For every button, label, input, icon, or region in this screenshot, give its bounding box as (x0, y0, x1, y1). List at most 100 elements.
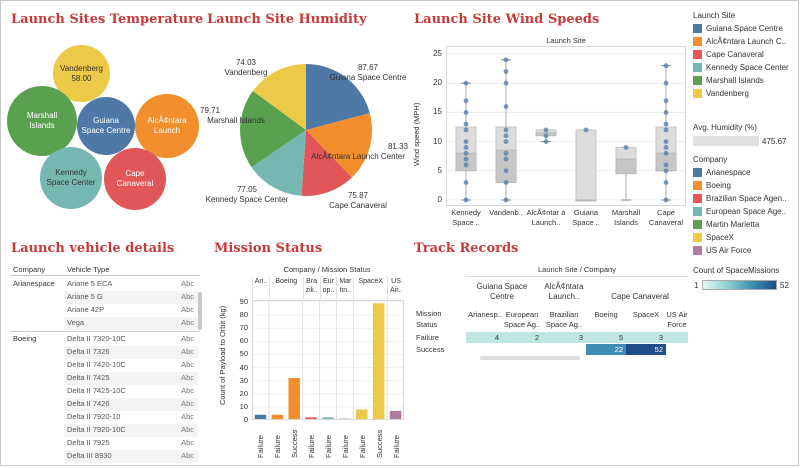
wind-point[interactable] (663, 98, 669, 104)
mission-bar[interactable] (254, 414, 267, 420)
vehicles-row[interactable]: Delta II 7425 Abc (64, 372, 198, 385)
wind-point[interactable] (463, 162, 469, 168)
bubble-guiana-space-centre[interactable]: Guiana Space Centre (77, 97, 135, 155)
wind-point[interactable] (663, 121, 669, 127)
legend-company-item[interactable]: Boeing (693, 180, 731, 191)
bubble-marshall-islands[interactable]: Marshall Islands (7, 86, 77, 156)
legend-site-item[interactable]: Guiana Space Centre (693, 23, 783, 34)
mission-bar[interactable] (271, 414, 284, 420)
mission-bar[interactable] (288, 378, 300, 420)
track-cell[interactable] (666, 344, 688, 355)
wind-box-lower[interactable] (455, 152, 477, 172)
bubble-alcantara[interactable]: AlcÃ¢ntara Launch (135, 94, 199, 158)
wind-point[interactable] (503, 69, 509, 74)
wind-point[interactable] (503, 168, 509, 174)
wind-point[interactable] (663, 162, 669, 168)
track-cell[interactable]: 3 (626, 332, 666, 343)
vehicles-row[interactable]: Delta II 7320-10C Abc (64, 333, 198, 346)
bubble-kennedy-space-center[interactable]: Kennedy Space Center (40, 147, 102, 209)
track-cell[interactable]: 52 (626, 344, 666, 355)
wind-point[interactable] (503, 127, 509, 133)
legend-company-item[interactable]: Brazilian Space Agen.. (693, 193, 787, 204)
pie-slice-marshall[interactable] (240, 90, 306, 168)
wind-point[interactable] (503, 150, 509, 156)
wind-point[interactable] (463, 98, 469, 104)
legend-company-item[interactable]: Arianespace (693, 167, 750, 178)
vehicles-row[interactable]: Delta II 7925 Abc (64, 437, 198, 450)
wind-point[interactable] (463, 180, 469, 185)
wind-point[interactable] (503, 197, 509, 203)
wind-point[interactable] (463, 197, 469, 203)
wind-point[interactable] (463, 139, 469, 144)
vehicles-row[interactable]: Delta II 7920-10C Abc (64, 424, 198, 437)
legend-site-item[interactable]: Cape Canaveral (693, 49, 764, 60)
legend-company-item[interactable]: SpaceX (693, 232, 734, 243)
wind-point[interactable] (663, 63, 669, 69)
vehicles-row[interactable]: Ariane 42P Abc (64, 304, 198, 317)
wind-point[interactable] (463, 80, 469, 86)
track-cell[interactable] (666, 332, 688, 343)
vehicles-scrollbar[interactable] (198, 292, 202, 330)
wind-point[interactable] (503, 180, 509, 185)
vehicles-row[interactable]: Delta II 7326 Abc (64, 346, 198, 359)
wind-point[interactable] (663, 168, 669, 174)
mission-bar[interactable] (305, 417, 317, 420)
wind-point[interactable] (543, 133, 549, 139)
pie-slice-vandenberg[interactable] (252, 64, 306, 130)
wind-point[interactable] (463, 127, 469, 133)
wind-point[interactable] (663, 180, 669, 185)
wind-point[interactable] (663, 145, 669, 150)
wind-point[interactable] (463, 156, 469, 162)
wind-point[interactable] (663, 127, 669, 133)
wind-point[interactable] (663, 197, 669, 203)
wind-point[interactable] (663, 110, 669, 115)
pie-slice-alcantara[interactable] (306, 113, 372, 178)
wind-point[interactable] (543, 127, 549, 133)
track-cell[interactable] (542, 344, 586, 355)
mission-bar[interactable] (356, 409, 368, 420)
wind-point[interactable] (623, 145, 629, 150)
vehicles-row[interactable]: Delta II 7425-10C Abc (64, 385, 198, 398)
legend-company-item[interactable]: Martin Marietta (693, 219, 759, 230)
track-cell[interactable]: 5 (586, 332, 626, 343)
vehicles-row[interactable]: Ariane 5 ECA Abc (64, 278, 198, 291)
vehicles-row[interactable]: Ariane 5 G Abc (64, 291, 198, 304)
bubble-cape-canaveral[interactable]: Cape Canaveral (104, 148, 166, 210)
wind-point[interactable] (503, 80, 509, 86)
pie-slice-cape-canaveral[interactable] (301, 130, 352, 196)
wind-point[interactable] (463, 145, 469, 150)
wind-point[interactable] (503, 104, 509, 109)
wind-point[interactable] (663, 80, 669, 86)
pie-slice-kennedy[interactable] (251, 130, 307, 196)
mission-bar[interactable] (372, 303, 385, 420)
wind-point[interactable] (463, 121, 469, 127)
legend-site-item[interactable]: Kennedy Space Center (693, 62, 789, 73)
wind-point[interactable] (543, 139, 549, 144)
wind-point[interactable] (503, 57, 509, 63)
legend-site-item[interactable]: AlcÃ¢ntara Launch C.. (693, 36, 786, 47)
vehicles-row[interactable]: Delta III 8930 Abc (64, 450, 198, 463)
vehicles-row[interactable]: Vega Abc (64, 317, 198, 330)
wind-box-lower[interactable] (615, 158, 637, 175)
wind-point[interactable] (503, 133, 509, 139)
track-cell[interactable] (468, 344, 502, 355)
wind-box-upper[interactable] (575, 129, 597, 201)
wind-point[interactable] (503, 139, 509, 144)
legend-site-item[interactable]: Vandenberg (693, 88, 749, 99)
pie-slice-guiana[interactable] (306, 64, 370, 130)
legend-site-item[interactable]: Marshall Islands (693, 75, 764, 86)
mission-bar[interactable] (322, 417, 334, 420)
track-cell[interactable]: 3 (542, 332, 586, 343)
vehicles-row[interactable]: Delta II 7920-10 Abc (64, 411, 198, 424)
track-cell[interactable] (502, 344, 542, 355)
wind-point[interactable] (463, 110, 469, 115)
vehicles-row[interactable]: Delta II 7420-10C Abc (64, 359, 198, 372)
wind-point[interactable] (663, 139, 669, 144)
mission-bar[interactable] (389, 410, 402, 420)
legend-company-item[interactable]: US Air Force (693, 245, 751, 256)
wind-point[interactable] (663, 150, 669, 156)
track-cell[interactable]: 4 (468, 332, 502, 343)
track-cell[interactable]: 22 (586, 344, 626, 355)
vehicles-row[interactable]: Delta II 7426 Abc (64, 398, 198, 411)
wind-box-lower[interactable] (655, 152, 677, 172)
